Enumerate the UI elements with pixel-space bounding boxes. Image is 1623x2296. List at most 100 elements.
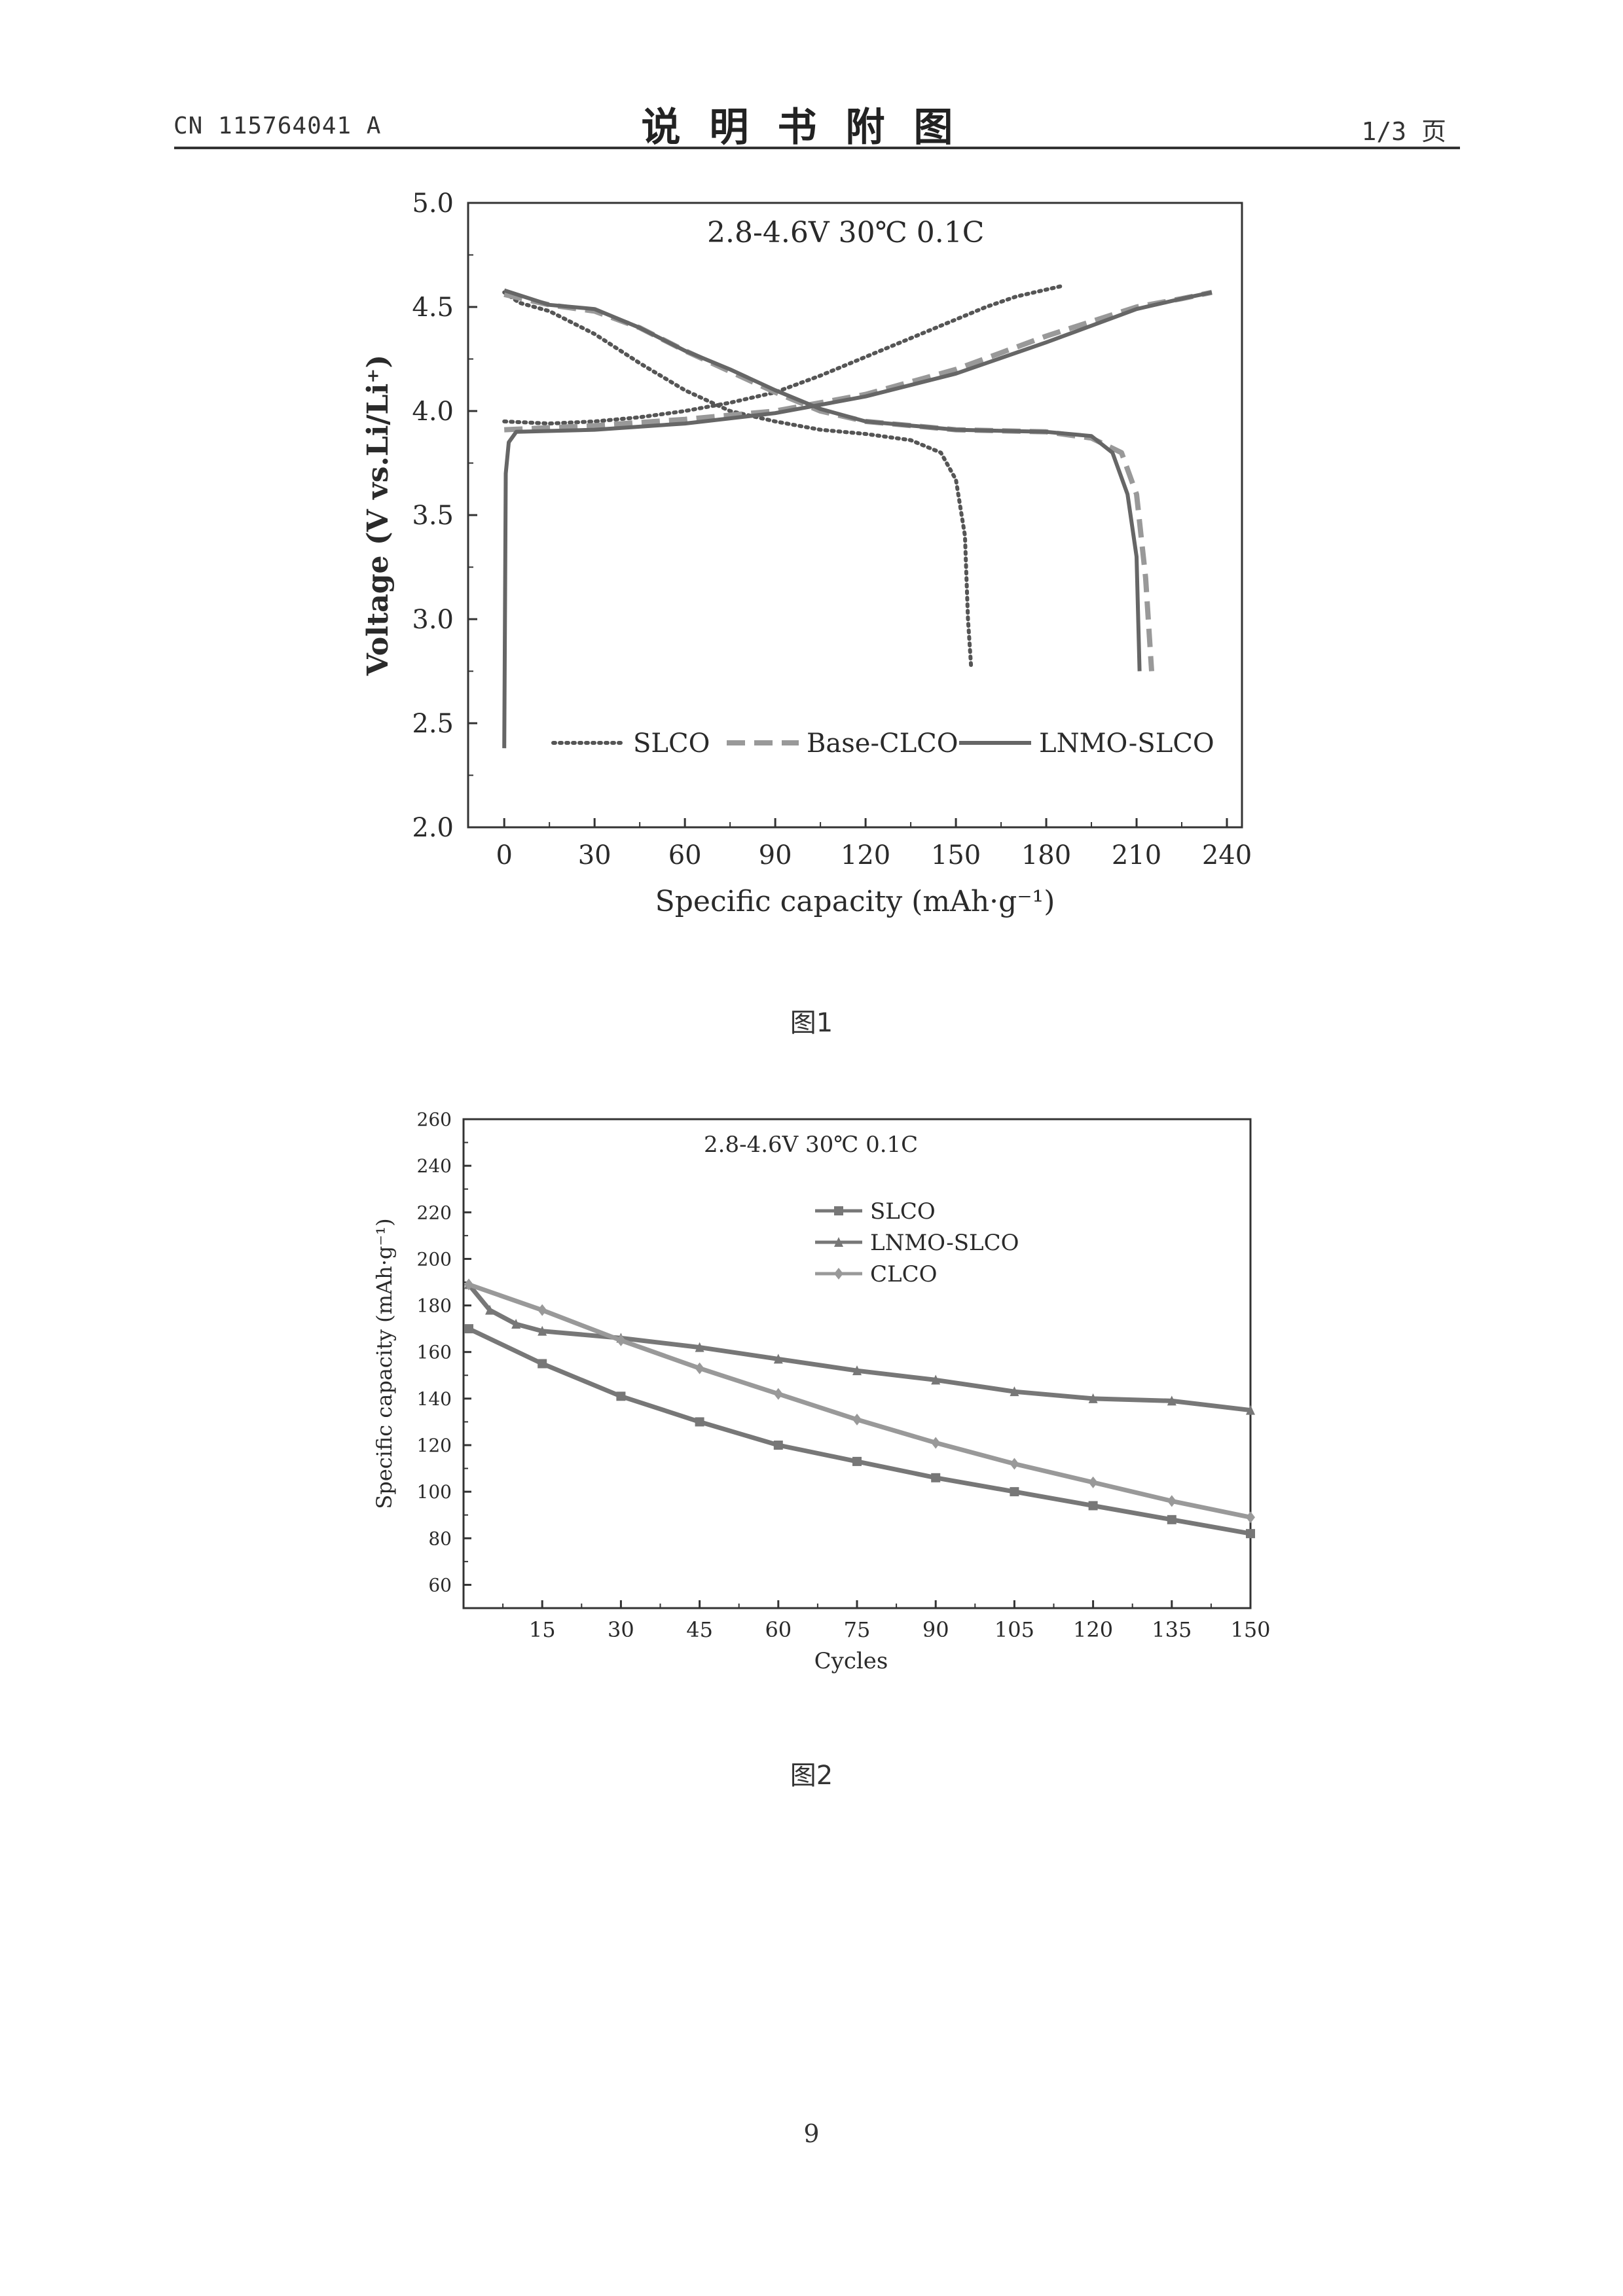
series-lnmo-slco-point bbox=[1088, 1393, 1098, 1403]
x-tick-label: 0 bbox=[496, 840, 512, 870]
series-clco-point bbox=[616, 1334, 626, 1346]
series-lnmo-slco-point bbox=[852, 1365, 862, 1376]
y-tick-label: 4.5 bbox=[412, 293, 454, 323]
series-lnmo-slco-point bbox=[773, 1354, 783, 1364]
y-tick-label: 4.0 bbox=[412, 397, 454, 427]
series-slco-point bbox=[852, 1456, 862, 1466]
x-tick-label: 210 bbox=[1112, 840, 1161, 870]
x-axis-label: Cycles bbox=[814, 1648, 888, 1674]
series-lnmo-slco-charge-line bbox=[502, 290, 1213, 749]
series-lnmo-slco-point bbox=[485, 1304, 495, 1315]
x-tick-label: 120 bbox=[1073, 1617, 1113, 1642]
x-tick-label: 30 bbox=[608, 1617, 634, 1642]
series-lnmo-slco-point bbox=[931, 1374, 941, 1385]
series-lnmo-slco-point bbox=[538, 1325, 547, 1336]
y-tick-label: 100 bbox=[417, 1481, 452, 1503]
y-tick-label: 80 bbox=[428, 1528, 452, 1549]
x-tick-label: 15 bbox=[529, 1617, 556, 1642]
x-tick-label: 135 bbox=[1152, 1617, 1192, 1642]
series-slco-point bbox=[464, 1324, 474, 1334]
series-clco-point bbox=[773, 1388, 783, 1400]
x-tick-label: 240 bbox=[1202, 840, 1252, 870]
y-tick-label: 2.0 bbox=[412, 813, 454, 843]
series-clco-point bbox=[538, 1304, 547, 1316]
y-tick-label: 3.5 bbox=[412, 501, 454, 531]
legend-marker-clco bbox=[834, 1268, 843, 1280]
y-tick-label: 260 bbox=[417, 1109, 452, 1130]
legend-label-slco: SLCO bbox=[870, 1198, 936, 1225]
y-tick-label: 3.0 bbox=[412, 605, 454, 635]
y-tick-label: 240 bbox=[417, 1155, 452, 1177]
page-number: 9 bbox=[803, 2119, 820, 2148]
series-slco-point bbox=[931, 1473, 941, 1482]
legend-marker-lnmo-slco bbox=[834, 1237, 843, 1247]
page-title: 说明书附图 bbox=[641, 105, 982, 151]
series-slco-point bbox=[1246, 1529, 1255, 1539]
series-slco-discharge-line bbox=[502, 290, 974, 667]
y-tick-label: 2.5 bbox=[412, 709, 454, 739]
x-tick-label: 180 bbox=[1021, 840, 1071, 870]
series-base-clco-discharge-line bbox=[503, 292, 1154, 672]
y-tick-label: 120 bbox=[417, 1435, 452, 1456]
legend-label-lnmo-slco: LNMO-SLCO bbox=[1039, 728, 1214, 759]
series-slco-point bbox=[1167, 1515, 1176, 1524]
x-tick-label: 105 bbox=[994, 1617, 1034, 1642]
cycle-capacity-chart: 60 80 100 120 140 160 180 200 220 240 260 15 30 45 60 7… bbox=[372, 1109, 1271, 1674]
legend-marker-slco bbox=[834, 1206, 843, 1215]
series-clco-point bbox=[931, 1437, 941, 1449]
series-clco-point bbox=[1246, 1511, 1255, 1524]
series-slco-point bbox=[773, 1441, 783, 1450]
series-lnmo-slco-line bbox=[467, 1283, 1251, 1413]
series-slco-point bbox=[1088, 1501, 1098, 1511]
x-tick-label: 30 bbox=[578, 840, 611, 870]
page-of-total: 1/3 页 bbox=[1361, 117, 1446, 146]
series-lnmo-slco-point bbox=[511, 1319, 521, 1329]
series-lnmo-slco-point bbox=[1246, 1405, 1255, 1415]
x-tick-label: 60 bbox=[668, 840, 702, 870]
series-lnmo-slco-point bbox=[1167, 1395, 1176, 1406]
figure-1-caption: 图1 bbox=[790, 1008, 833, 1038]
series-lnmo-slco-point bbox=[695, 1342, 704, 1352]
document-id: CN 115764041 A bbox=[173, 113, 382, 139]
x-axis-label: Specific capacity (mAh·g⁻¹) bbox=[655, 885, 1055, 918]
series-clco-point bbox=[1167, 1495, 1176, 1507]
figure-2-caption: 图2 bbox=[790, 1761, 833, 1791]
y-axis-label: Specific capacity (mAh·g⁻¹) bbox=[372, 1218, 397, 1509]
header-rule bbox=[174, 147, 1460, 149]
series-slco-point bbox=[695, 1417, 704, 1427]
y-tick-label: 140 bbox=[417, 1388, 452, 1410]
y-axis-label: Voltage (V vs.Li/Li⁺) bbox=[361, 355, 395, 676]
series-clco-point bbox=[464, 1278, 474, 1291]
x-tick-label: 75 bbox=[844, 1617, 871, 1642]
series-slco-line bbox=[467, 1326, 1251, 1536]
series-slco-charge-line bbox=[502, 284, 1063, 426]
legend-label-base-clco: Base-CLCO bbox=[807, 728, 958, 759]
legend-label-lnmo-slco: LNMO-SLCO bbox=[870, 1230, 1019, 1256]
y-tick-label: 180 bbox=[417, 1295, 452, 1317]
series-clco-point bbox=[695, 1362, 704, 1374]
condition-annotation: 2.8-4.6V 30℃ 0.1C bbox=[707, 216, 984, 249]
legend-label-clco: CLCO bbox=[870, 1261, 937, 1287]
x-tick-label: 90 bbox=[922, 1617, 949, 1642]
series-slco-point bbox=[616, 1391, 626, 1401]
legend-label-slco: SLCO bbox=[633, 728, 710, 759]
plot-frame bbox=[462, 1118, 1252, 1609]
series-clco-point bbox=[1088, 1476, 1098, 1488]
series-clco-point bbox=[852, 1413, 862, 1426]
y-tick-label: 60 bbox=[428, 1574, 452, 1596]
x-tick-label: 45 bbox=[686, 1617, 713, 1642]
series-lnmo-slco-discharge-line bbox=[503, 288, 1142, 672]
x-tick-label: 90 bbox=[759, 840, 792, 870]
series-slco-point bbox=[538, 1359, 547, 1369]
series-lnmo-slco-point bbox=[1010, 1386, 1019, 1397]
x-tick-label: 120 bbox=[841, 840, 890, 870]
series-clco-point bbox=[1010, 1458, 1019, 1470]
condition-annotation: 2.8-4.6V 30℃ 0.1C bbox=[704, 1132, 918, 1158]
x-tick-label: 150 bbox=[931, 840, 981, 870]
voltage-capacity-chart: 2.0 2.5 3.0 3.5 4.0 4.5 5.0 0 30 60 90 120 150 180 210… bbox=[361, 188, 1252, 918]
y-tick-label: 5.0 bbox=[412, 188, 454, 219]
y-tick-label: 160 bbox=[417, 1342, 452, 1363]
x-tick-label: 60 bbox=[765, 1617, 792, 1642]
series-slco-point bbox=[1010, 1487, 1019, 1497]
y-tick-label: 220 bbox=[417, 1202, 452, 1223]
